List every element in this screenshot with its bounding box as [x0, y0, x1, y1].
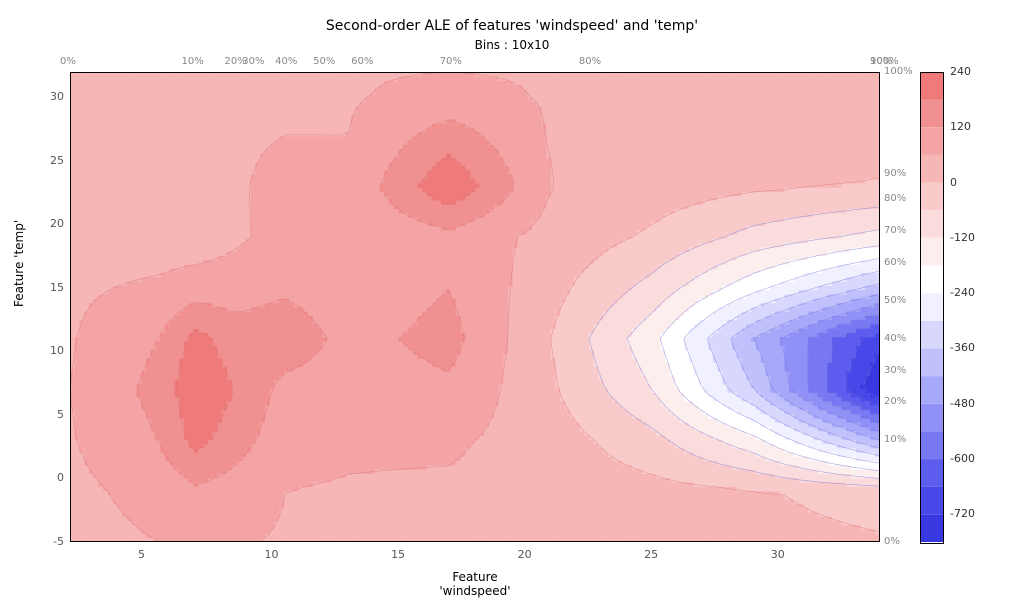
top-pct-tick: 70%	[440, 56, 462, 67]
colorbar-tick: -720	[950, 507, 975, 520]
chart-title: Second-order ALE of features 'windspeed'…	[0, 18, 1024, 34]
colorbar-tick: -120	[950, 231, 975, 244]
colorbar-tick: -240	[950, 286, 975, 299]
right-pct-tick: 100%	[884, 66, 913, 77]
y-tick: 20	[50, 217, 64, 230]
right-pct-tick: 90%	[884, 168, 906, 179]
top-pct-tick: 80%	[579, 56, 601, 67]
y-tick: 5	[57, 408, 64, 421]
right-pct-tick: 50%	[884, 295, 906, 306]
y-tick: -5	[53, 535, 64, 548]
ale-contour-chart: Second-order ALE of features 'windspeed'…	[0, 0, 1024, 606]
right-pct-tick: 10%	[884, 434, 906, 445]
top-pct-tick: 50%	[313, 56, 335, 67]
y-axis-label: Feature 'temp'	[12, 220, 26, 307]
top-pct-tick: 40%	[275, 56, 297, 67]
x-tick: 10	[265, 548, 279, 561]
colorbar-tick: 120	[950, 120, 971, 133]
right-pct-tick: 60%	[884, 257, 906, 268]
top-pct-tick: 60%	[351, 56, 373, 67]
chart-subtitle: Bins : 10x10	[0, 38, 1024, 52]
right-pct-tick: 0%	[884, 536, 900, 547]
colorbar-tick: -480	[950, 397, 975, 410]
y-tick: 25	[50, 154, 64, 167]
x-tick: 15	[391, 548, 405, 561]
colorbar-tick: -600	[950, 452, 975, 465]
y-tick: 30	[50, 90, 64, 103]
colorbar	[920, 72, 944, 544]
y-tick: 0	[57, 471, 64, 484]
right-pct-tick: 30%	[884, 365, 906, 376]
colorbar-tick: 240	[950, 65, 971, 78]
right-pct-tick: 70%	[884, 225, 906, 236]
top-pct-tick: 0%	[60, 56, 76, 67]
x-tick: 30	[771, 548, 785, 561]
plot-area	[70, 72, 880, 542]
x-axis-label: Feature 'windspeed'	[415, 570, 535, 598]
y-tick: 10	[50, 344, 64, 357]
x-tick: 20	[518, 548, 532, 561]
x-tick: 25	[644, 548, 658, 561]
colorbar-tick: 0	[950, 176, 957, 189]
right-pct-tick: 80%	[884, 193, 906, 204]
colorbar-tick: -360	[950, 341, 975, 354]
right-pct-tick: 20%	[884, 396, 906, 407]
top-pct-tick: 10%	[182, 56, 204, 67]
y-tick: 15	[50, 281, 64, 294]
top-pct-tick: 30%	[242, 56, 264, 67]
right-pct-tick: 40%	[884, 333, 906, 344]
x-tick: 5	[138, 548, 145, 561]
